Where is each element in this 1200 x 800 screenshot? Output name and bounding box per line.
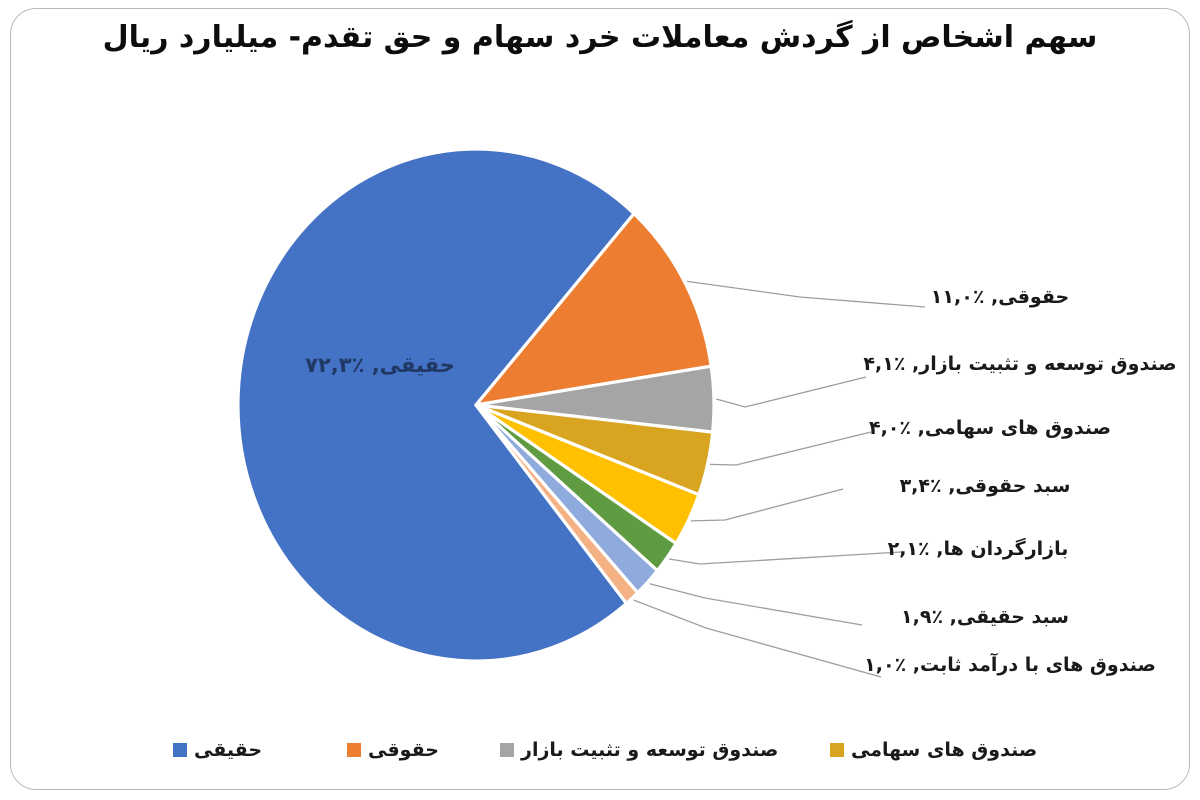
pie-slice-1[interactable] — [474, 212, 713, 407]
legend-label: حقیقی — [194, 739, 263, 761]
legend-swatch-icon — [173, 743, 187, 757]
pie-data-label: حقوقی, ٪۱۱,۰ — [930, 286, 1070, 308]
pie-slice-7[interactable] — [474, 403, 640, 605]
leader-line-7 — [633, 599, 882, 678]
pie-data-label: صندوق های با درآمد ثابت, ٪۱,۰ — [864, 654, 1156, 676]
chart-title: سهم اشخاص از گردش معاملات خرد سهام و حق … — [102, 20, 1098, 55]
legend-label: صندوق توسعه و تثبیت بازار — [521, 739, 779, 761]
legend-item-1[interactable]: حقوقی — [347, 739, 439, 761]
leader-line-2 — [716, 376, 867, 408]
legend-item-3[interactable]: صندوق های سهامی — [830, 739, 1037, 761]
pie-data-label: سبد حقوقی, ٪۳,۴ — [899, 475, 1071, 497]
legend-item-2[interactable]: صندوق توسعه و تثبیت بازار — [500, 739, 778, 761]
pie-data-label: بازارگردان ها, ٪۲,۱ — [887, 538, 1069, 560]
legend-swatch-icon — [347, 743, 361, 757]
pie-data-label: صندوق های سهامی, ٪۴,۰ — [868, 417, 1112, 439]
pie-data-label: سبد حقیقی, ٪۱,۹ — [901, 606, 1069, 628]
legend-swatch-icon — [500, 743, 514, 757]
leader-line-3 — [709, 431, 872, 466]
pie-slice-0[interactable] — [236, 147, 636, 663]
leader-line-4 — [690, 488, 844, 522]
pie-data-label: صندوق توسعه و تثبیت بازار, ٪۴,۱ — [863, 353, 1177, 375]
legend-label: حقوقی — [368, 739, 439, 761]
leader-line-6 — [649, 583, 863, 626]
legend-item-0[interactable]: حقیقی — [173, 739, 262, 761]
legend-label: صندوق های سهامی — [851, 739, 1038, 761]
pie-inside-label: حقیقی, ٪۷۲,۳ — [305, 353, 455, 377]
leader-line-5 — [668, 551, 902, 565]
legend-swatch-icon — [830, 743, 844, 757]
leader-line-1 — [687, 280, 926, 308]
